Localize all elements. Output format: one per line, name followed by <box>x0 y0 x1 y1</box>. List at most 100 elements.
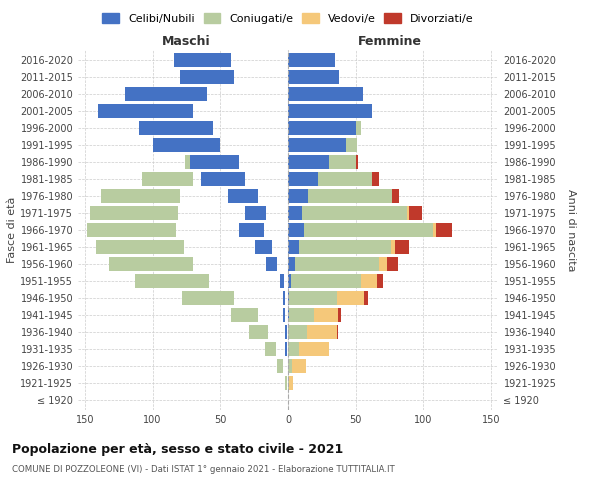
Bar <box>329 155 356 169</box>
Bar <box>288 359 292 373</box>
Bar <box>90 206 178 220</box>
Bar <box>201 172 245 186</box>
Bar <box>308 189 392 203</box>
Bar <box>299 342 329 356</box>
Bar <box>125 87 207 101</box>
Bar <box>288 53 335 67</box>
Bar <box>245 308 247 322</box>
Legend: Celibi/Nubili, Coniugati/e, Vedovi/e, Divorziati/e: Celibi/Nubili, Coniugati/e, Vedovi/e, Di… <box>98 9 478 29</box>
Bar <box>338 308 341 322</box>
Bar <box>185 155 212 169</box>
Text: Maschi: Maschi <box>162 36 211 49</box>
Bar <box>288 172 318 186</box>
Bar <box>307 325 337 339</box>
Bar <box>277 359 283 373</box>
Bar <box>265 342 276 356</box>
Bar <box>337 291 364 305</box>
Bar <box>407 206 409 220</box>
Bar <box>182 291 234 305</box>
Bar <box>283 291 285 305</box>
Bar <box>242 308 250 322</box>
Bar <box>372 172 379 186</box>
Bar <box>391 240 395 254</box>
Bar <box>289 376 293 390</box>
Bar <box>265 342 271 356</box>
Bar <box>436 223 452 237</box>
Bar <box>135 274 209 288</box>
Bar <box>288 206 302 220</box>
Bar <box>142 172 193 186</box>
Bar <box>266 257 277 271</box>
Bar <box>304 223 433 237</box>
Bar <box>289 308 314 322</box>
Text: COMUNE DI POZZOLEONE (VI) - Dati ISTAT 1° gennaio 2021 - Elaborazione TUTTITALIA: COMUNE DI POZZOLEONE (VI) - Dati ISTAT 1… <box>12 465 395 474</box>
Bar <box>346 138 357 152</box>
Bar <box>190 155 239 169</box>
Y-axis label: Anni di nascita: Anni di nascita <box>566 188 576 271</box>
Bar <box>288 155 329 169</box>
Bar <box>152 138 220 152</box>
Bar <box>249 325 268 339</box>
Bar <box>101 189 179 203</box>
Bar <box>288 325 307 339</box>
Bar <box>288 189 308 203</box>
Bar <box>433 223 436 237</box>
Bar <box>231 308 258 322</box>
Bar <box>288 274 291 288</box>
Bar <box>245 206 266 220</box>
Bar <box>364 291 368 305</box>
Bar <box>283 308 285 322</box>
Bar <box>302 206 407 220</box>
Bar <box>188 172 190 186</box>
Bar <box>139 121 214 135</box>
Bar <box>280 274 284 288</box>
Text: Popolazione per età, sesso e stato civile - 2021: Popolazione per età, sesso e stato civil… <box>12 442 343 456</box>
Bar <box>285 376 287 390</box>
Bar <box>148 223 162 237</box>
Bar <box>288 223 304 237</box>
Bar <box>223 291 229 305</box>
Bar <box>288 138 346 152</box>
Bar <box>285 325 287 339</box>
Bar <box>239 223 263 237</box>
Bar <box>177 257 185 271</box>
Bar <box>379 257 387 271</box>
Bar <box>288 291 289 305</box>
Bar <box>162 240 173 254</box>
Bar <box>318 172 372 186</box>
Bar <box>288 121 356 135</box>
Bar <box>179 70 234 84</box>
Bar <box>277 359 280 373</box>
Bar <box>174 53 231 67</box>
Bar <box>200 121 207 135</box>
Bar <box>337 325 338 339</box>
Bar <box>356 121 361 135</box>
Bar <box>98 104 193 118</box>
Bar <box>146 206 162 220</box>
Bar <box>377 274 383 288</box>
Bar <box>289 291 337 305</box>
Bar <box>166 189 173 203</box>
Bar <box>299 240 391 254</box>
Bar <box>209 155 211 169</box>
Text: Femmine: Femmine <box>358 36 422 49</box>
Bar <box>288 104 372 118</box>
Bar <box>387 257 398 271</box>
Bar <box>288 342 299 356</box>
Bar <box>409 206 422 220</box>
Bar <box>288 87 362 101</box>
Bar <box>395 240 409 254</box>
Bar <box>288 376 289 390</box>
Bar <box>109 257 193 271</box>
Bar <box>356 155 358 169</box>
Bar <box>392 189 399 203</box>
Bar <box>288 257 295 271</box>
Bar <box>288 308 289 322</box>
Bar <box>285 342 287 356</box>
Bar <box>361 274 377 288</box>
Bar <box>254 325 261 339</box>
Bar <box>292 359 305 373</box>
Bar <box>204 274 207 288</box>
Bar <box>88 223 176 237</box>
Bar <box>95 240 184 254</box>
